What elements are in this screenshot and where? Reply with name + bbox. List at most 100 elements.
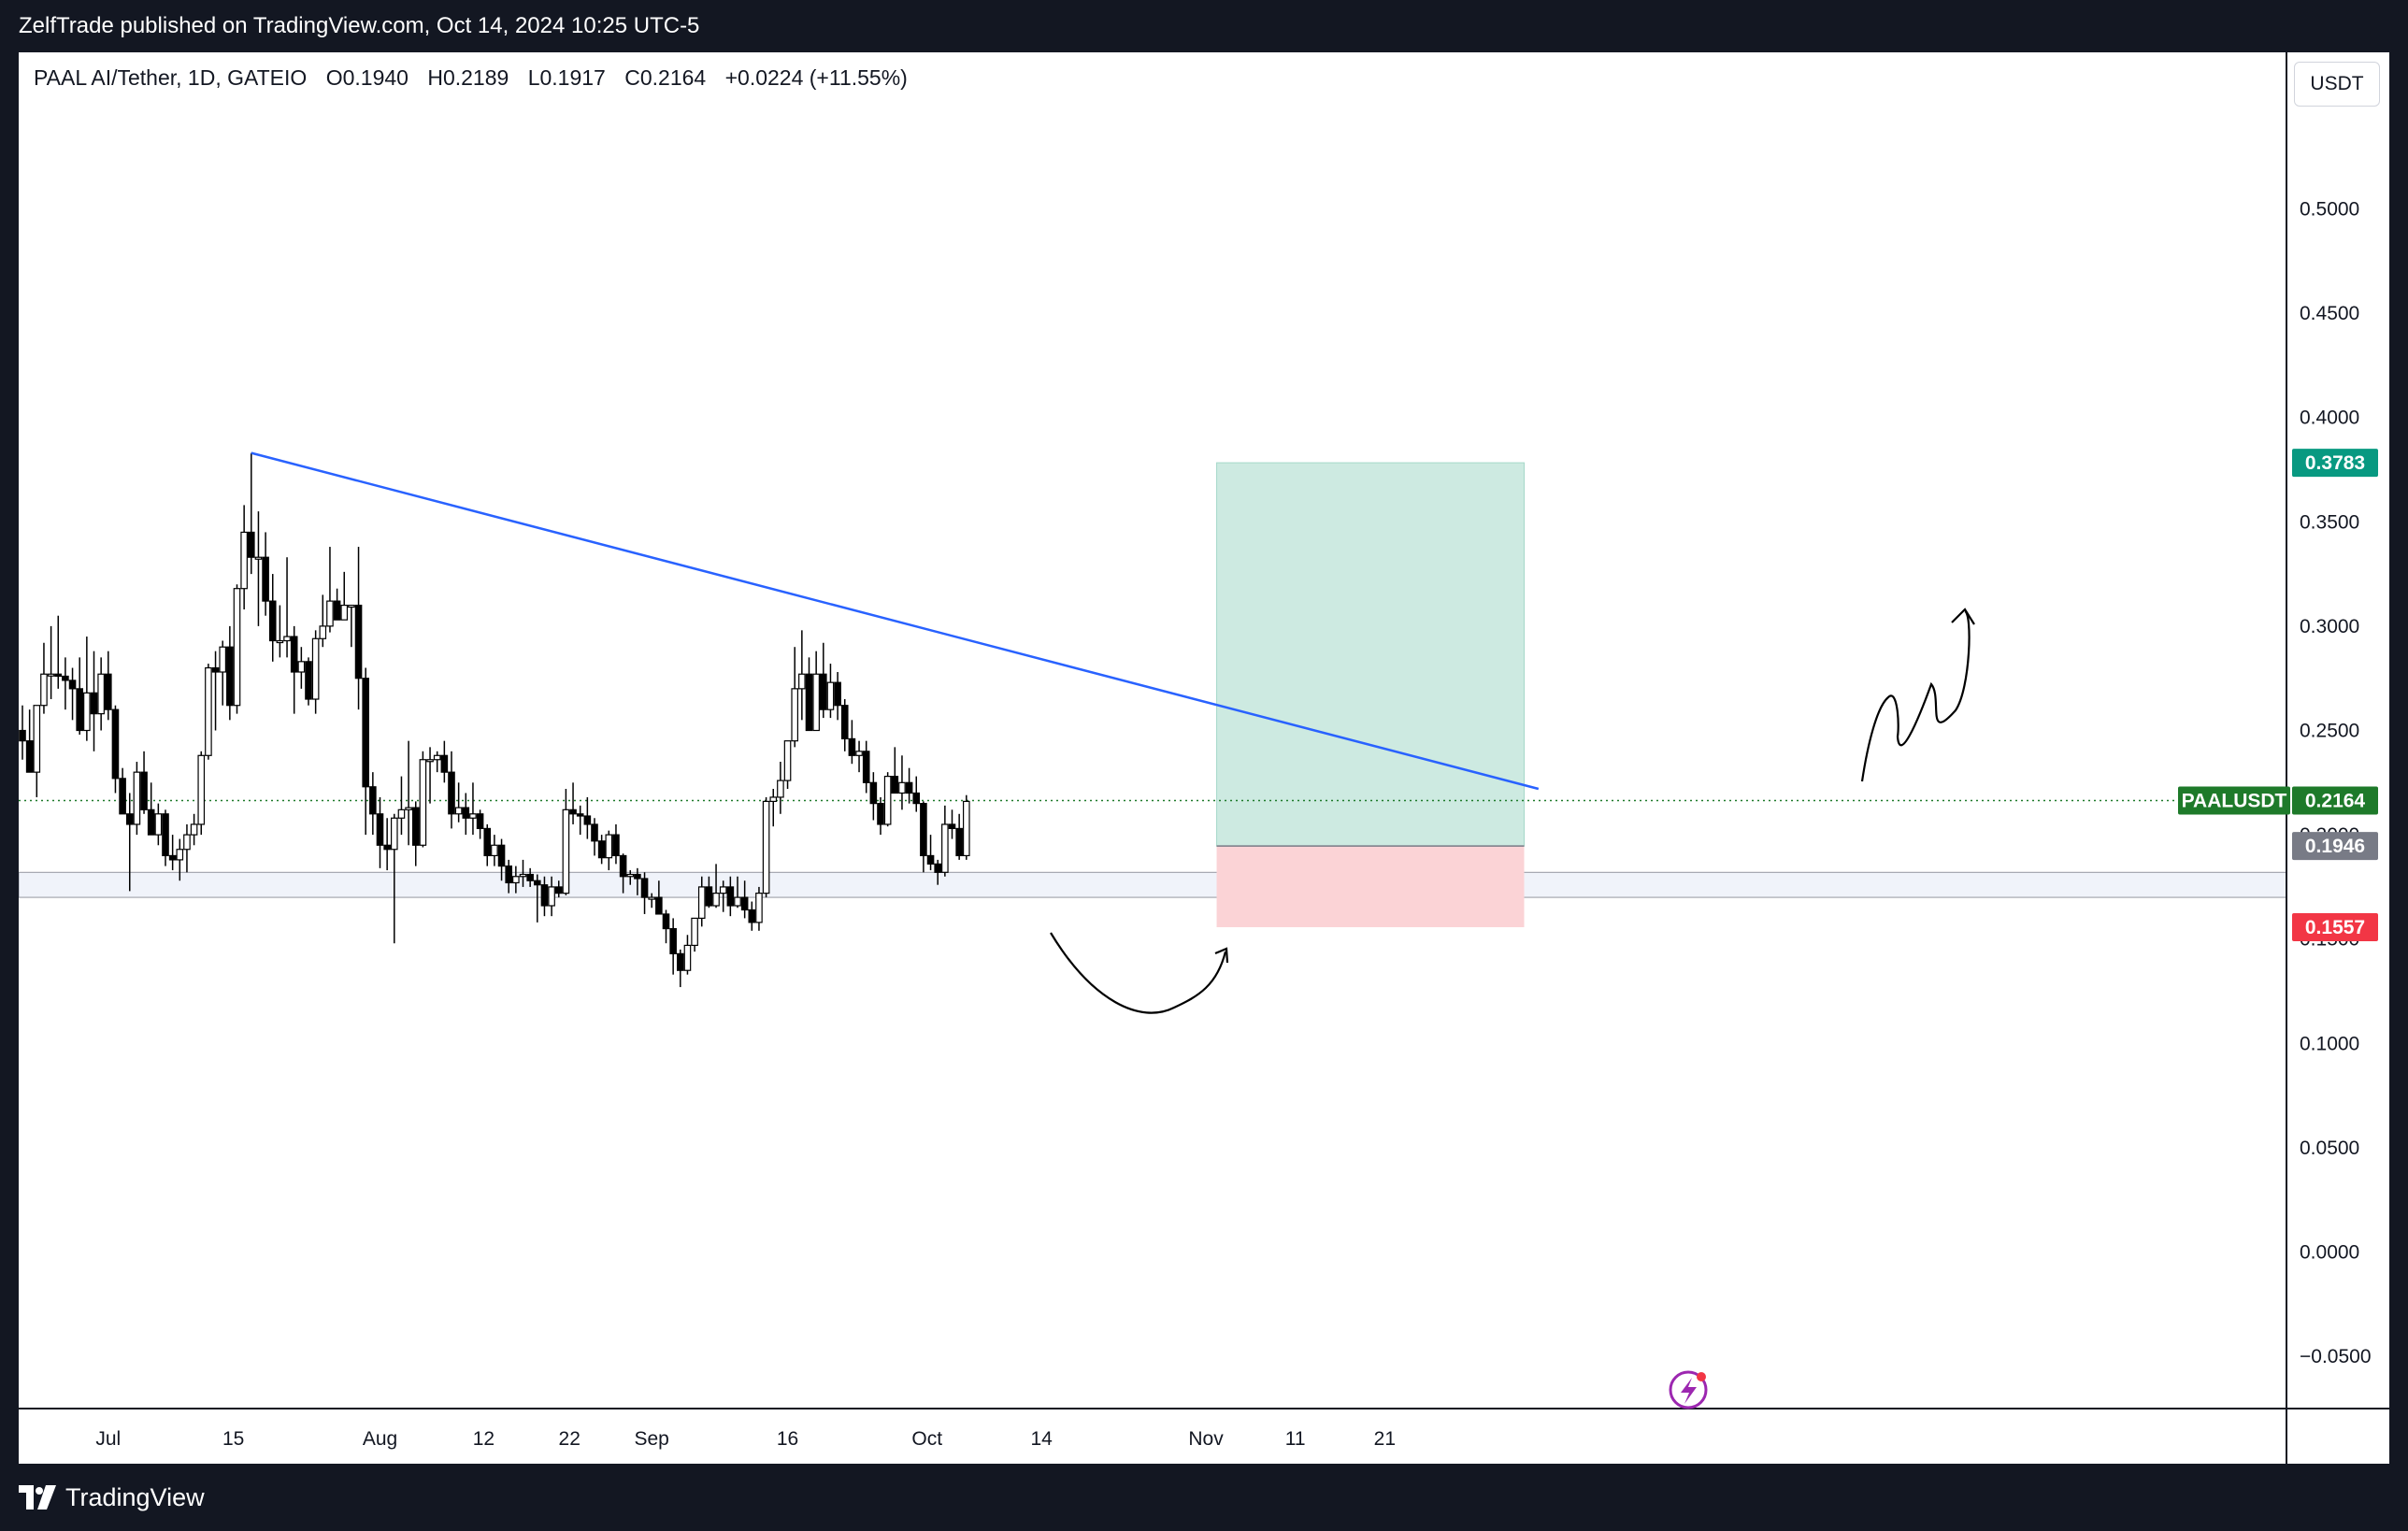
alert-bolt-icon[interactable] <box>1669 1370 1708 1409</box>
candle-body[interactable] <box>476 813 484 830</box>
candle-body[interactable] <box>777 780 784 798</box>
candle-body[interactable] <box>877 803 884 825</box>
candle-body[interactable] <box>619 854 627 878</box>
candle-body[interactable] <box>691 917 698 947</box>
candle-body[interactable] <box>748 909 756 923</box>
tradingview-logo[interactable]: TradingView <box>19 1481 205 1514</box>
candle-body[interactable] <box>111 708 120 780</box>
candle-body[interactable] <box>283 636 291 642</box>
chart-frame[interactable]: 0.50000.45000.40000.35000.30000.25000.20… <box>19 52 2389 1464</box>
candle-body[interactable] <box>862 751 870 783</box>
candle-body[interactable] <box>712 893 720 907</box>
candle-body[interactable] <box>426 759 434 763</box>
candle-body[interactable] <box>362 678 370 788</box>
candle-body[interactable] <box>333 600 341 621</box>
candle-body[interactable] <box>740 896 749 911</box>
candle-body[interactable] <box>40 673 48 707</box>
candle-body[interactable] <box>834 681 841 707</box>
candle-body[interactable] <box>926 854 935 865</box>
candle-body[interactable] <box>183 834 191 851</box>
candle-body[interactable] <box>97 673 105 715</box>
candle-body[interactable] <box>805 673 813 732</box>
candle-body[interactable] <box>683 944 692 971</box>
stop-loss-zone[interactable] <box>1216 846 1525 928</box>
candle-body[interactable] <box>734 896 741 907</box>
support-zone[interactable] <box>19 871 2287 898</box>
candle-body[interactable] <box>262 556 269 602</box>
candle-body[interactable] <box>662 913 670 930</box>
candle-body[interactable] <box>276 639 284 644</box>
candle-body[interactable] <box>855 751 863 756</box>
candle-body[interactable] <box>941 823 949 873</box>
candle-body[interactable] <box>726 886 735 907</box>
candle-body[interactable] <box>755 893 763 923</box>
candle-body[interactable] <box>591 823 598 842</box>
candle-body[interactable] <box>305 661 312 700</box>
candle-body[interactable] <box>676 952 684 971</box>
candle-body[interactable] <box>205 666 212 756</box>
candle-body[interactable] <box>505 865 513 884</box>
cup-curve-drawing[interactable] <box>1050 932 1227 1014</box>
candle-body[interactable] <box>397 808 406 819</box>
candle-body[interactable] <box>454 807 463 815</box>
currency-unit-button[interactable]: USDT <box>2294 62 2380 107</box>
candle-body[interactable] <box>597 840 606 859</box>
descending-trendline[interactable] <box>251 451 1540 791</box>
candle-body[interactable] <box>562 808 570 894</box>
candle-body[interactable] <box>419 759 427 846</box>
candle-body[interactable] <box>383 844 391 851</box>
projected-path-drawing[interactable] <box>1860 609 1971 782</box>
chart-canvas[interactable]: 0.50000.45000.40000.35000.30000.25000.20… <box>19 52 2389 1464</box>
candle-body[interactable] <box>920 803 927 857</box>
candle-body[interactable] <box>176 849 184 861</box>
candle-body[interactable] <box>340 604 349 621</box>
candle-body[interactable] <box>483 827 492 857</box>
candle-body[interactable] <box>219 646 227 673</box>
candle-body[interactable] <box>162 813 169 857</box>
candle-body[interactable] <box>311 637 320 700</box>
candle-body[interactable] <box>68 680 77 690</box>
candle-body[interactable] <box>912 792 921 805</box>
candle-body[interactable] <box>554 886 563 894</box>
candle-body[interactable] <box>883 776 892 825</box>
candle-body[interactable] <box>104 673 112 710</box>
candle-body[interactable] <box>848 737 856 756</box>
candle-body[interactable] <box>369 786 377 815</box>
candle-body[interactable] <box>783 740 792 781</box>
candle-body[interactable] <box>905 781 913 794</box>
candle-body[interactable] <box>634 873 641 880</box>
candle-body[interactable] <box>47 673 55 677</box>
candle-body[interactable] <box>819 673 827 710</box>
candle-body[interactable] <box>125 813 134 825</box>
candle-body[interactable] <box>612 834 620 857</box>
candle-body[interactable] <box>826 681 835 710</box>
candle-body[interactable] <box>669 927 677 954</box>
candle-body[interactable] <box>319 625 327 639</box>
candle-body[interactable] <box>934 863 942 873</box>
candle-body[interactable] <box>391 817 398 851</box>
candle-body[interactable] <box>190 823 198 836</box>
candle-body[interactable] <box>348 604 355 608</box>
candle-body[interactable] <box>512 876 520 884</box>
candle-body[interactable] <box>54 673 63 678</box>
candle-body[interactable] <box>898 781 906 794</box>
candle-body[interactable] <box>462 807 470 819</box>
candle-body[interactable] <box>248 531 255 558</box>
candle-body[interactable] <box>491 844 498 857</box>
candle-body[interactable] <box>240 531 248 590</box>
candle-body[interactable] <box>33 705 41 773</box>
candle-body[interactable] <box>140 771 148 810</box>
candle-body[interactable] <box>955 827 963 857</box>
candle-body[interactable] <box>576 813 584 817</box>
candle-body[interactable] <box>440 754 449 773</box>
candle-body[interactable] <box>540 884 549 907</box>
candle-body[interactable] <box>497 844 506 867</box>
candle-body[interactable] <box>405 807 412 810</box>
candle-body[interactable] <box>655 896 663 915</box>
candle-body[interactable] <box>76 688 84 732</box>
candle-body[interactable] <box>448 771 455 815</box>
candle-body[interactable] <box>326 600 334 627</box>
candle-body[interactable] <box>719 886 727 894</box>
candle-body[interactable] <box>133 771 141 825</box>
candle-body[interactable] <box>626 873 635 878</box>
